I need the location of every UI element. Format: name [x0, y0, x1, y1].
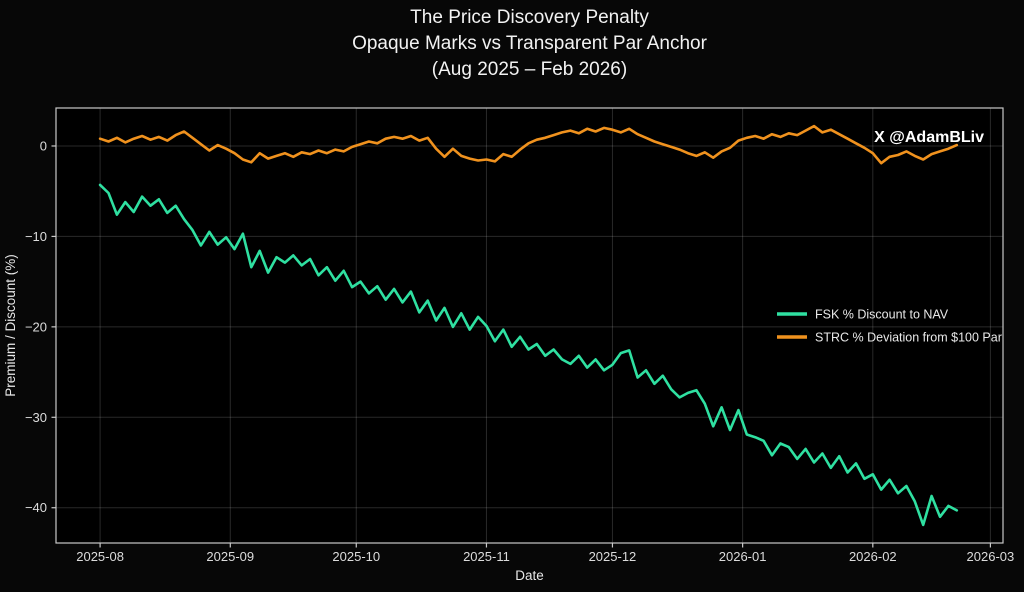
chart-title-line-1: The Price Discovery Penalty	[410, 7, 649, 28]
x-tick-label: 2026-03	[967, 549, 1015, 564]
plot-area	[56, 108, 1003, 543]
fsk-line	[98, 183, 959, 527]
y-tick-label: −20	[25, 319, 47, 334]
watermark-text: X @AdamBLiv	[874, 129, 984, 146]
y-tick-label: −40	[25, 500, 47, 515]
y-tick-label: −30	[25, 410, 47, 425]
y-tick-label: −10	[25, 229, 47, 244]
x-tick-label: 2026-01	[719, 549, 767, 564]
x-tick-label: 2026-02	[849, 549, 897, 564]
y-tick-label: 0	[40, 138, 47, 153]
x-tick-label: 2025-09	[206, 549, 254, 564]
strc-line	[98, 124, 959, 165]
legend-label-strc: STRC % Deviation from $100 Par	[815, 331, 1002, 345]
x-tick-label: 2025-12	[589, 549, 637, 564]
chart-title-line-2: Opaque Marks vs Transparent Par Anchor	[352, 33, 707, 54]
legend-label-fsk: FSK % Discount to NAV	[815, 308, 949, 322]
y-axis-label: Premium / Discount (%)	[3, 254, 18, 397]
chart-title-line-3: (Aug 2025 – Feb 2026)	[431, 59, 628, 80]
x-tick-label: 2025-11	[463, 549, 510, 564]
x-axis-label: Date	[515, 568, 544, 583]
x-tick-label: 2025-08	[76, 549, 124, 564]
chart-title: The Price Discovery Penalty Opaque Marks…	[56, 5, 1003, 83]
x-tick-label: 2025-10	[332, 549, 380, 564]
plot-border	[55, 107, 1004, 544]
